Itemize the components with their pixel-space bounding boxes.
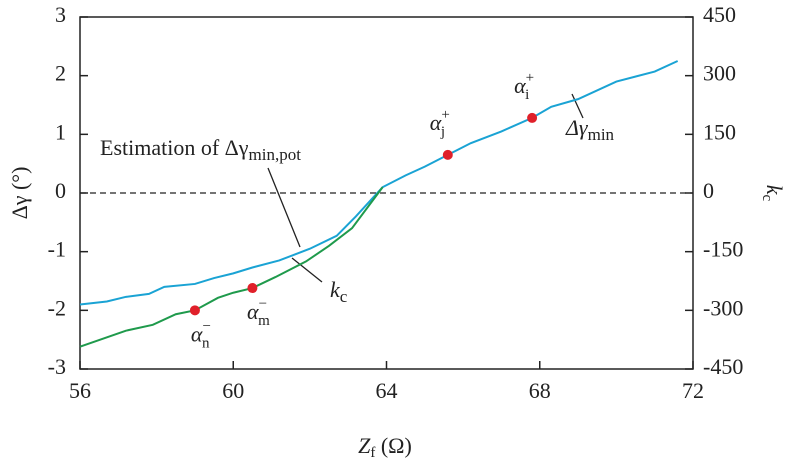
y-tick-label: 1 (55, 119, 66, 144)
x-tick-label: 72 (682, 378, 704, 403)
x-tick-label: 60 (222, 378, 244, 403)
point-label-sub: m (258, 313, 270, 329)
x-tick-label: 56 (69, 378, 91, 403)
y2-tick-label: 450 (703, 2, 736, 27)
y2-tick-label: -450 (703, 354, 743, 379)
point-label-sup: − (202, 319, 210, 335)
annotation: Δγmin (565, 115, 615, 144)
annotation: kc (330, 277, 348, 306)
x-label-rest: (Ω) (375, 433, 412, 458)
point-label-main: α (430, 110, 442, 135)
point-label-main: α (514, 73, 526, 98)
point-label: α+ i (514, 70, 534, 103)
y-tick-label: 2 (55, 61, 66, 86)
y-tick-label: -3 (48, 354, 66, 379)
point (189, 305, 200, 316)
point-label: α− n (191, 319, 211, 352)
x-label: Zf (Ω) (358, 433, 412, 461)
point (442, 149, 453, 160)
y-tick-label: 3 (55, 2, 66, 27)
leader (291, 257, 323, 283)
point-label-sup: + (441, 107, 449, 123)
annotation-main: Estimation of Δγ (100, 135, 249, 160)
point-label-sup: + (526, 70, 534, 86)
leader (571, 93, 584, 119)
annotation-sub: c (340, 287, 348, 306)
point-label-sub: i (525, 87, 529, 103)
leader (267, 167, 301, 248)
x-tick-label: 68 (529, 378, 551, 403)
annotation-sub: min (588, 125, 615, 144)
y-tick-label: -2 (48, 295, 66, 320)
point (247, 283, 258, 294)
line-series (79, 186, 384, 348)
y-tick-label: 0 (55, 178, 66, 203)
point (527, 112, 538, 123)
annotation-main: Δγ (565, 115, 589, 140)
annotation: Estimation of Δγmin,pot (100, 135, 301, 164)
x-tick-label: 64 (376, 378, 398, 403)
y2-label-sub: c (759, 195, 775, 202)
y2-tick-label: 150 (703, 119, 736, 144)
line-series (79, 60, 679, 306)
annotation-main: k (330, 277, 341, 302)
point-label-sub: j (440, 124, 445, 140)
annotation-sub: min,pot (249, 145, 302, 164)
point-label-sup: − (259, 296, 267, 312)
y-tick-label: -1 (48, 237, 66, 262)
point-label-main: α (191, 321, 203, 346)
y2-tick-label: -150 (703, 237, 743, 262)
y2-label-main: k (762, 185, 787, 196)
point-label: α− m (247, 296, 270, 329)
point-label-sub: n (202, 336, 210, 352)
y2-tick-label: 0 (703, 178, 714, 203)
x-label-sub: f (370, 445, 375, 461)
y2-tick-label: 300 (703, 61, 736, 86)
y-label: Δγ (°) (7, 167, 32, 220)
y2-tick-label: -300 (703, 295, 743, 320)
point-label: α+ j (430, 107, 450, 140)
y2-label: kc (759, 185, 787, 202)
point-label-main: α (247, 299, 259, 324)
x-label-main: Z (358, 433, 371, 458)
